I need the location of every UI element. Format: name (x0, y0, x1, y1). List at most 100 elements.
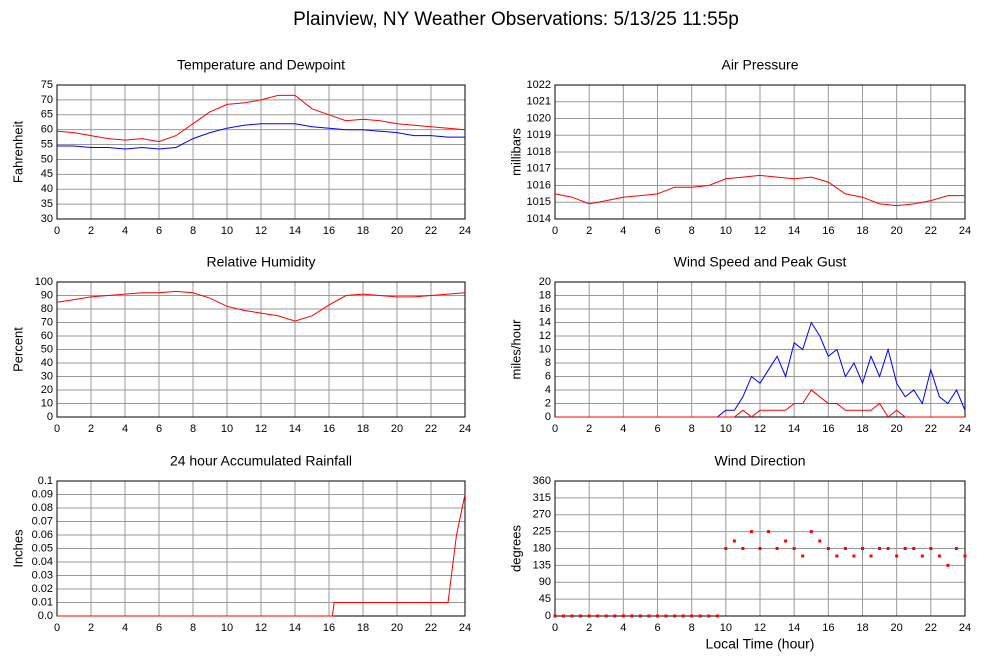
x-tick-label: 18 (856, 423, 868, 435)
data-point (912, 547, 916, 550)
x-tick-label: 6 (156, 225, 162, 237)
data-point (758, 547, 762, 550)
y-tick-label: 30 (41, 370, 53, 382)
y-tick-label: 20 (539, 276, 551, 288)
x-tick-label: 10 (221, 423, 233, 435)
data-point (920, 554, 924, 558)
chart-title: 24 hour Accumulated Rainfall (170, 453, 352, 469)
x-tick-label: 2 (88, 423, 94, 435)
x-tick-label: 0 (54, 225, 60, 237)
y-tick-label: 0.09 (32, 488, 53, 500)
data-point (809, 530, 813, 534)
x-tick-label: 8 (190, 225, 196, 237)
data-point (801, 554, 805, 558)
x-tick-label: 8 (689, 622, 695, 634)
y-tick-label: 90 (539, 576, 551, 588)
x-tick-label: 16 (323, 423, 335, 435)
data-point (647, 614, 651, 618)
y-tick-label: 0.02 (32, 583, 53, 595)
data-point (664, 614, 668, 618)
data-line (57, 123, 465, 150)
x-tick-label: 2 (586, 622, 592, 634)
y-tick-label: 40 (41, 357, 53, 369)
data-point (656, 614, 659, 618)
x-tick-label: 10 (720, 423, 732, 435)
page-title: Plainview, NY Weather Observations: 5/13… (293, 9, 739, 30)
chart-title: Air Pressure (721, 57, 798, 73)
y-tick-label: 70 (41, 94, 53, 106)
data-line (57, 494, 466, 617)
x-tick-label: 12 (754, 622, 766, 634)
x-tick-label: 24 (459, 225, 471, 237)
x-tick-label: 12 (255, 622, 267, 634)
x-tick-label: 20 (891, 622, 903, 634)
x-tick-label: 12 (255, 423, 267, 435)
y-tick-label: 50 (41, 153, 53, 165)
x-tick-label: 6 (156, 622, 162, 634)
x-tick-label: 16 (822, 423, 834, 435)
data-point (929, 547, 933, 550)
data-point (878, 547, 882, 550)
data-point (562, 614, 566, 618)
y-tick-label: 55 (41, 138, 53, 150)
data-point (715, 614, 719, 618)
x-tick-label: 2 (88, 622, 94, 634)
y-tick-label: 0.03 (32, 569, 53, 581)
plot-frame (56, 84, 466, 220)
x-tick-label: 22 (425, 225, 437, 237)
x-tick-label: 0 (552, 622, 558, 634)
data-point (724, 547, 728, 550)
x-tick-label: 20 (391, 423, 403, 435)
x-tick-label: 12 (255, 225, 267, 237)
y-tick-label: 10 (41, 397, 53, 409)
data-point (775, 547, 779, 550)
data-point (613, 614, 617, 618)
data-point (673, 614, 677, 618)
y-tick-label: 0.06 (32, 529, 53, 541)
x-tick-label: 24 (459, 622, 471, 634)
data-point (895, 554, 899, 558)
data-line (555, 389, 965, 418)
y-tick-label: 0.08 (32, 502, 53, 514)
data-point (570, 614, 574, 618)
x-tick-label: 24 (959, 225, 971, 237)
x-axis-label: Local Time (hour) (706, 636, 815, 652)
x-tick-label: 12 (754, 225, 766, 237)
plot-frame (554, 480, 966, 617)
data-point (818, 539, 822, 543)
y-axis-label: millibars (508, 128, 523, 176)
x-tick-label: 6 (654, 225, 660, 237)
y-tick-label: 0.07 (32, 515, 53, 527)
x-tick-label: 4 (620, 622, 626, 634)
x-tick-label: 16 (323, 622, 335, 634)
data-point (707, 614, 711, 618)
x-tick-label: 2 (586, 225, 592, 237)
x-tick-label: 8 (190, 622, 196, 634)
y-tick-label: 1015 (527, 196, 551, 208)
y-tick-label: 315 (533, 492, 551, 504)
data-point (861, 547, 864, 550)
x-tick-label: 10 (221, 225, 233, 237)
x-tick-label: 8 (689, 423, 695, 435)
y-tick-label: 20 (41, 384, 53, 396)
y-tick-label: 2 (545, 397, 551, 409)
x-tick-label: 16 (323, 225, 335, 237)
data-point (869, 554, 873, 558)
x-tick-label: 18 (357, 622, 369, 634)
x-tick-label: 14 (788, 622, 800, 634)
x-tick-label: 0 (552, 423, 558, 435)
y-tick-label: 4 (545, 384, 551, 396)
data-point (638, 614, 642, 618)
y-tick-label: 90 (41, 289, 53, 301)
y-tick-label: 70 (41, 316, 53, 328)
data-point (553, 614, 557, 618)
data-point (954, 547, 958, 550)
x-tick-label: 18 (856, 622, 868, 634)
x-tick-label: 10 (720, 622, 732, 634)
data-point (741, 547, 745, 550)
data-point (732, 539, 736, 543)
data-point (630, 614, 634, 618)
data-point (784, 539, 788, 543)
data-point (587, 614, 591, 618)
y-axis-label: Fahrenheit (10, 121, 25, 184)
